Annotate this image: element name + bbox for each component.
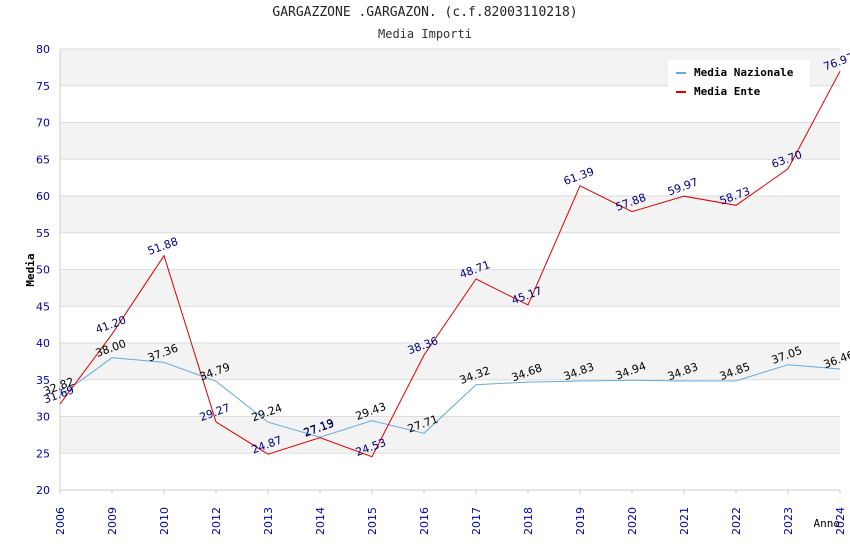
y-tick-label: 45	[36, 300, 50, 313]
x-tick-label: 2016	[418, 507, 431, 535]
x-tick-label: 2013	[262, 507, 275, 535]
legend: Media Nazionale Media Ente	[668, 60, 810, 102]
y-tick-label: 30	[36, 411, 50, 424]
x-tick-label: 2018	[522, 507, 535, 535]
grid-band	[60, 122, 840, 160]
y-tick-label: 65	[36, 153, 50, 166]
x-tick-label: 2014	[314, 507, 327, 535]
x-axis-label: Anno	[814, 517, 841, 530]
y-tick-label: 20	[36, 484, 50, 497]
grid-band	[60, 343, 840, 380]
x-tick-label: 2017	[470, 507, 483, 535]
y-tick-label: 50	[36, 264, 50, 277]
x-tick-label: 2023	[782, 507, 795, 535]
x-tick-label: 2021	[678, 507, 691, 535]
series-lines	[59, 71, 841, 458]
x-tick-label: 2022	[730, 507, 743, 535]
grid-lines	[60, 48, 840, 491]
y-axis-label: Media	[24, 253, 37, 286]
x-tick-label: 2006	[54, 507, 67, 535]
y-tick-label: 25	[36, 447, 50, 460]
x-tick-labels: 2006 2009 2010 2012 2013 2014 2015 2016 2017 2018…	[54, 507, 847, 535]
series-line-media-nazionale	[59, 357, 841, 438]
grid-band	[60, 269, 840, 307]
grid-band	[60, 453, 840, 490]
chart-subtitle: Media Importi	[378, 27, 472, 41]
series-line-media-ente	[59, 71, 841, 458]
y-tick-label: 60	[36, 190, 50, 203]
grid-band	[60, 306, 840, 343]
x-tick-label: 2012	[210, 507, 223, 535]
x-tick-label: 2010	[158, 507, 171, 535]
y-tick-label: 40	[36, 337, 50, 350]
y-tick-label: 35	[36, 374, 50, 387]
legend-item: Media Nazionale	[694, 66, 794, 79]
legend-item: Media Ente	[694, 85, 761, 98]
grid-band	[60, 232, 840, 270]
chart-title: GARGAZZONE .GARGAZON. (c.f.82003110218)	[272, 5, 578, 20]
legend-box	[668, 60, 810, 102]
x-tick-label: 2015	[366, 507, 379, 535]
y-tick-label: 80	[36, 43, 50, 56]
grid-band	[60, 379, 840, 417]
grid-band	[60, 159, 840, 196]
x-tick-label: 2009	[106, 507, 119, 535]
x-tick-label: 2024	[834, 507, 847, 535]
y-tick-label: 70	[36, 117, 50, 130]
grid-band	[60, 196, 840, 233]
y-tick-label: 75	[36, 80, 50, 93]
axes	[59, 49, 841, 494]
y-tick-labels: 20 25 30 35 40 45 50 55 60 65 70 75 80	[36, 43, 50, 497]
y-tick-label: 55	[36, 227, 50, 240]
x-tick-label: 2019	[574, 507, 587, 535]
grid-band	[60, 416, 840, 454]
x-tick-label: 2020	[626, 507, 639, 535]
